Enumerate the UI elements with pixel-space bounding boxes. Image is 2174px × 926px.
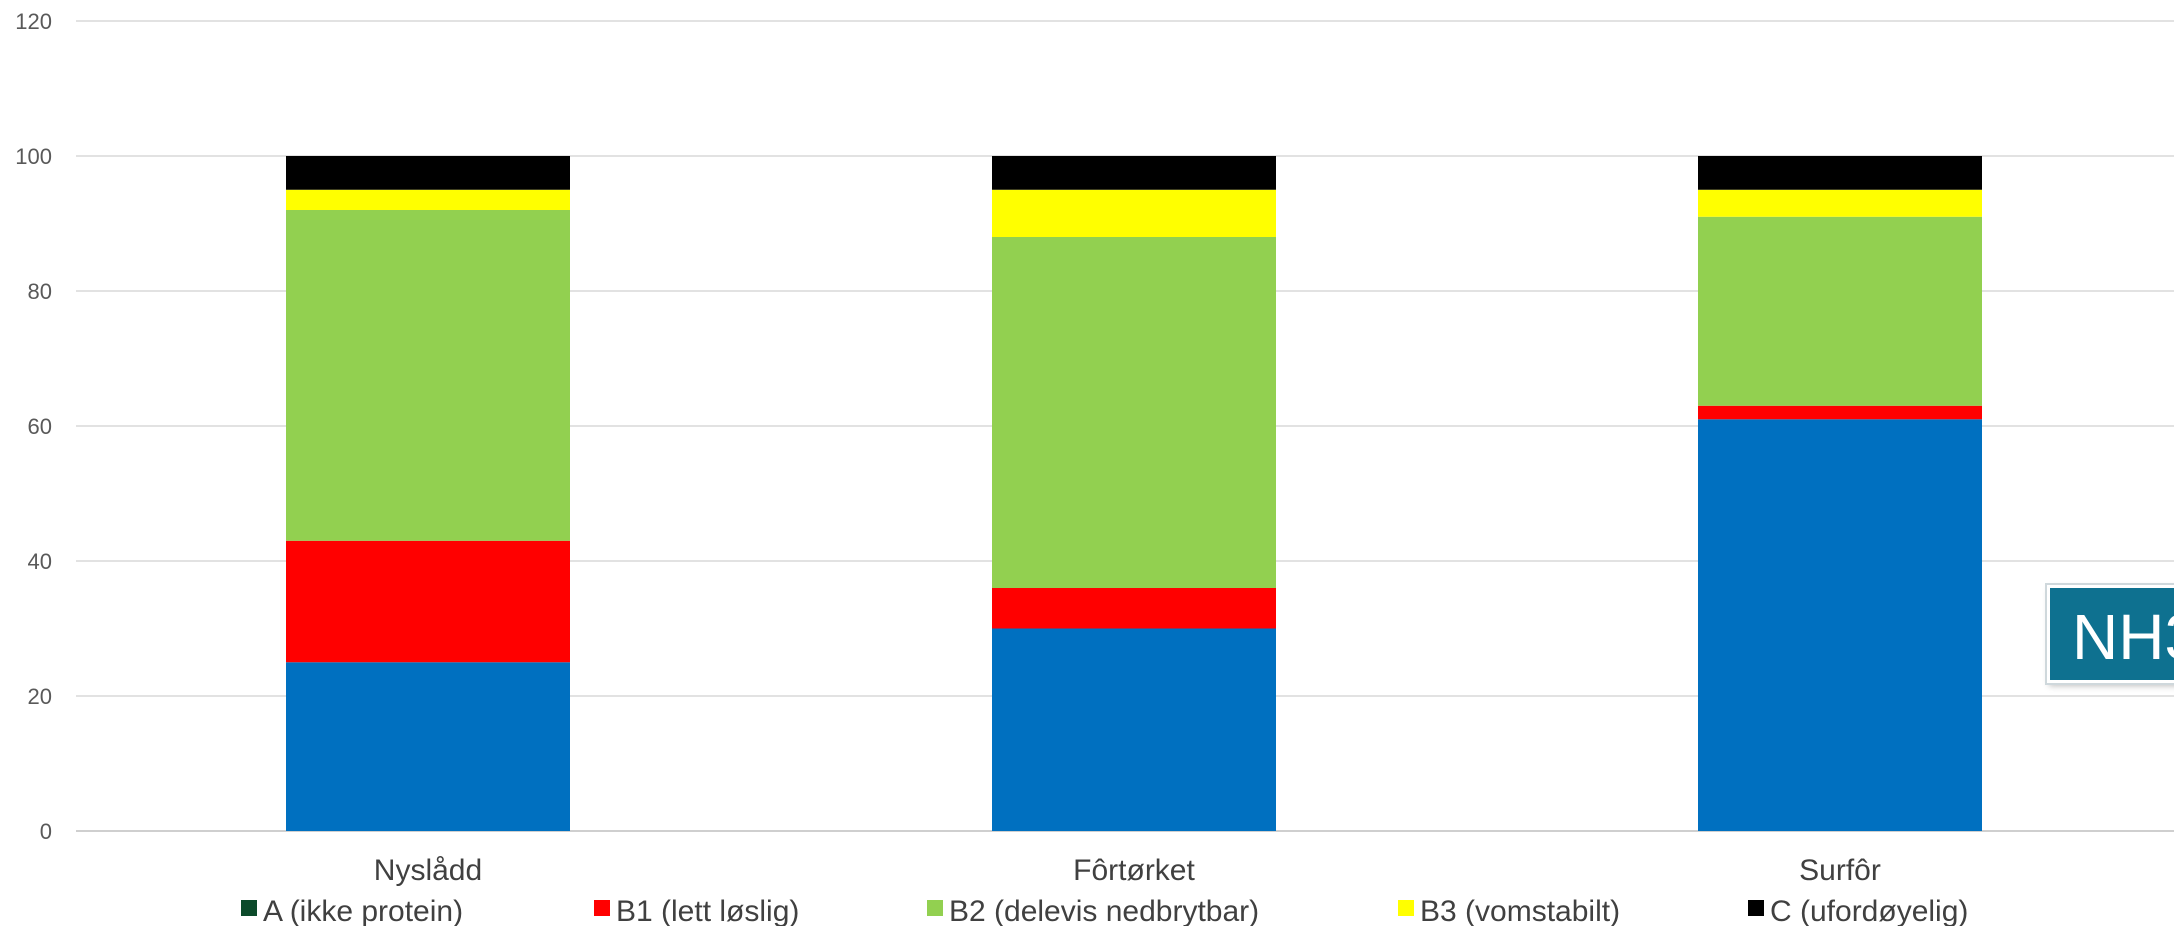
bar-segment [1698,419,1982,831]
legend-swatch [1398,900,1414,916]
bar-segment [286,662,570,831]
x-category-label: Nyslådd [374,854,482,887]
bar-segment [286,156,570,190]
bar-segment [992,189,1276,237]
y-tick-label: 0 [40,819,52,844]
legend-swatch [927,900,943,916]
bar-segment [1698,156,1982,190]
legend-label: B2 (delevis nedbrytbar) [949,895,1259,926]
x-category-label: Surfôr [1799,854,1881,887]
y-tick-label: 60 [28,414,52,439]
bar-segment [992,628,1276,831]
legend-label: A (ikke protein) [263,895,463,926]
legend-label: B3 (vomstabilt) [1420,895,1620,926]
bar-segment [286,540,570,663]
legend-swatch [594,900,610,916]
bar-segment [1698,189,1982,217]
bars [286,156,1982,831]
legend-swatch [241,900,257,916]
legend-swatch [1748,900,1764,916]
bar-segment [1698,216,1982,406]
bar-segment [286,210,570,541]
y-tick-label: 40 [28,549,52,574]
y-tick-label: 20 [28,684,52,709]
legend-label: C (ufordøyelig) [1770,895,1968,926]
bar-segment [992,588,1276,629]
x-category-label: Fôrtørket [1073,854,1195,887]
bar-segment [992,237,1276,588]
nh3-badge: NH3 [2047,585,2174,683]
x-axis-categories: Nyslådd Fôrtørket Surfôr [374,854,1881,887]
y-tick-label: 120 [15,9,52,34]
bar-segment [992,156,1276,190]
y-axis-ticks: 0 20 40 60 80 100 120 [15,9,52,844]
legend: A (ikke protein) B1 (lett løslig) B2 (dele… [241,895,1968,926]
bar-segment [286,189,570,210]
bar-segment [1698,405,1982,420]
legend-label: B1 (lett løslig) [616,895,799,926]
y-tick-label: 80 [28,279,52,304]
y-tick-label: 100 [15,144,52,169]
